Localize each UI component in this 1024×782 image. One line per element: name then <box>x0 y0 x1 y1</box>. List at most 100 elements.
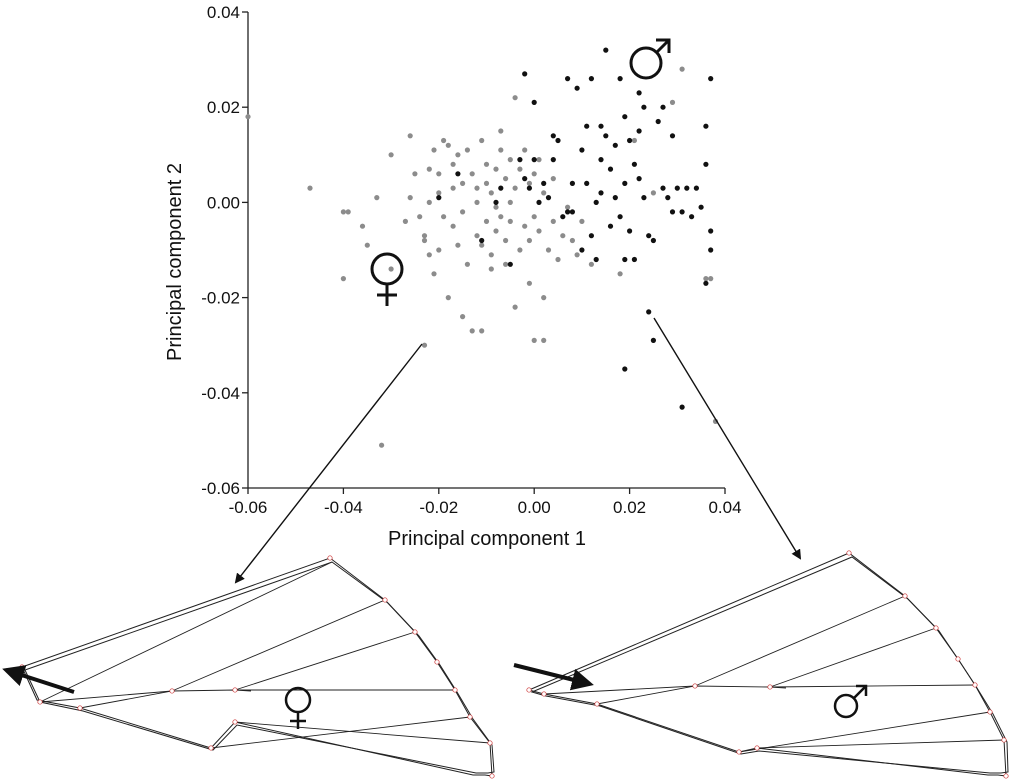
scatter-point-male <box>636 176 642 182</box>
scatter-point-female <box>412 171 418 177</box>
scatter-point-male <box>636 90 642 96</box>
y-axis-title: Principal component 2 <box>164 163 186 361</box>
scatter-point-male <box>612 142 618 148</box>
scatter-point-male <box>679 209 685 215</box>
scatter-point-female <box>479 242 485 248</box>
scatter-point-male <box>684 185 690 191</box>
scatter-point-female <box>345 209 351 215</box>
scatter-point-female <box>498 214 504 220</box>
scatter-point-female <box>426 199 432 205</box>
scatter-point-male <box>569 209 576 215</box>
scatter-point-female <box>455 242 461 248</box>
y-tick-label: -0.06 <box>201 479 240 498</box>
scatter-point-female <box>474 233 480 239</box>
scatter-point-female <box>522 147 528 153</box>
scatter-point-female <box>503 176 509 182</box>
shape-change-arrow-female <box>2 665 75 694</box>
scatter-point-female <box>307 185 313 191</box>
scatter-point-male <box>708 247 714 253</box>
scatter-point-female <box>436 190 442 196</box>
wing-landmarks-female <box>19 555 495 779</box>
shape-change-arrow-male <box>513 663 594 691</box>
male-symbol-inset <box>833 684 868 719</box>
x-axis-ticks: -0.06 -0.04 -0.02 0.00 0.02 0.04 <box>229 488 742 517</box>
scatter-point-male <box>498 185 504 191</box>
scatter-point-female <box>474 199 480 205</box>
scatter-point-female <box>493 204 499 210</box>
scatter-point-female <box>402 218 408 224</box>
scatter-point-female <box>503 237 509 244</box>
scatter-point-female <box>512 304 518 310</box>
scatter-point-female <box>541 337 547 343</box>
scatter-point-female <box>541 190 547 196</box>
scatter-point-male <box>622 366 628 372</box>
y-tick-label: -0.04 <box>201 384 240 403</box>
scatter-point-female <box>436 247 442 253</box>
scatter-point-male <box>550 157 556 163</box>
wing-shape-male <box>513 550 1009 779</box>
scatter-point-male <box>703 123 709 129</box>
scatter-point-male <box>507 261 513 267</box>
y-tick-label: 0.02 <box>207 98 240 117</box>
scatter-point-female <box>460 209 466 215</box>
scatter-point-male <box>612 195 618 201</box>
scatter-point-male <box>622 180 628 186</box>
scatter-point-female <box>498 147 504 153</box>
scatter-point-male <box>517 157 523 163</box>
scatter-point-female <box>708 276 714 282</box>
scatter-point-male <box>703 161 709 167</box>
y-axis-ticks: 0.04 0.02 0.00 -0.02 -0.04 -0.06 <box>201 3 248 498</box>
scatter-point-female <box>569 237 576 244</box>
scatter-point-female <box>579 218 585 224</box>
scatter-point-female <box>512 185 518 191</box>
scatter-point-male <box>531 99 537 105</box>
scatter-point-female <box>436 171 442 177</box>
scatter-point-male <box>603 47 609 53</box>
scatter-point-female <box>464 261 470 267</box>
scatter-point-male <box>593 199 599 205</box>
scatter-point-male <box>660 185 666 191</box>
connector-arrow-female <box>234 343 423 584</box>
scatter-point-female <box>526 280 533 286</box>
scatter-point-male <box>636 128 642 134</box>
scatter-point-male <box>631 161 638 167</box>
scatter-point-male <box>584 123 590 129</box>
scatter-point-male <box>531 157 537 163</box>
scatter-point-male <box>689 214 695 220</box>
scatter-point-female <box>517 166 523 172</box>
scatter-point-female <box>445 142 451 148</box>
scatter-point-male <box>584 180 590 186</box>
scatter-point-female <box>374 195 380 201</box>
scatter-point-male <box>650 337 657 343</box>
scatter-point-female <box>536 157 542 163</box>
scatter-point-male <box>646 309 652 315</box>
scatter-point-male <box>607 166 614 172</box>
scatter-point-male <box>655 118 661 125</box>
scatter-point-male <box>627 228 633 234</box>
scatter-point-male <box>522 71 528 77</box>
scatter-point-male <box>622 256 628 263</box>
scatter-point-female <box>450 223 456 229</box>
scatter-point-female <box>531 171 537 177</box>
scatter-point-female <box>541 295 547 301</box>
scatter-point-female <box>388 266 394 272</box>
scatter-point-female <box>522 223 528 229</box>
scatter-point-male <box>541 180 547 186</box>
scatter-point-female <box>526 180 533 186</box>
scatter-point-male <box>479 237 485 244</box>
scatter-point-male <box>522 176 528 182</box>
scatter-point-female <box>469 171 475 177</box>
data-points <box>245 47 719 448</box>
scatter-point-male <box>674 185 680 191</box>
scatter-point-female <box>364 242 370 248</box>
scatter-point-female <box>512 95 518 101</box>
scatter-point-male <box>627 137 633 144</box>
scatter-point-male <box>574 85 580 91</box>
scatter-point-female <box>460 314 466 320</box>
scatter-point-female <box>441 137 447 144</box>
scatter-point-female <box>464 147 470 153</box>
scatter-point-female <box>407 195 413 201</box>
scatter-point-male <box>565 209 571 215</box>
scatter-point-male <box>579 147 585 153</box>
scatter-point-female <box>421 342 428 348</box>
